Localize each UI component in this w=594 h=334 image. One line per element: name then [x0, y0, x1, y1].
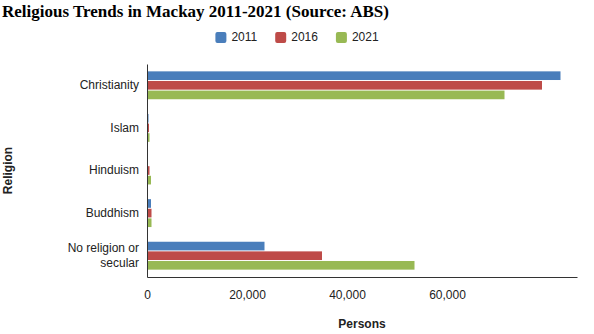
tick-label: Islam: [110, 121, 139, 135]
tick-label: 60,000: [429, 288, 466, 302]
bar: [147, 251, 322, 260]
tick-label: 20,000: [229, 288, 266, 302]
legend-swatch: [215, 32, 226, 43]
axis-title: Religion: [1, 147, 15, 194]
value-axis: 0 20,000 40,000 60,000: [144, 277, 577, 302]
title: Religious Trends in Mackay 2011-2021 (So…: [2, 2, 389, 21]
category-axis: Christianity Islam Hinduism Buddhism No reli…: [68, 65, 148, 278]
tick: 20,000: [229, 277, 266, 302]
legend-item: 2016: [275, 30, 318, 44]
axis-title: Persons: [338, 317, 386, 331]
tick-label: 0: [144, 288, 151, 302]
chart: Religious Trends in Mackay 2011-2021 (So…: [0, 0, 594, 334]
bar: [147, 242, 265, 251]
bar: [147, 261, 415, 270]
bars: [147, 71, 561, 269]
legend-label: 2011: [231, 30, 257, 44]
bar: [147, 91, 505, 100]
tick: No religion orsecular: [68, 241, 139, 269]
tick: Islam: [110, 121, 139, 135]
tick: 40,000: [329, 277, 366, 302]
legend-label: 2021: [352, 30, 379, 44]
tick: 60,000: [429, 277, 466, 302]
axis-line: [148, 277, 578, 278]
bar: [147, 71, 561, 80]
tick-label: Buddhism: [86, 206, 139, 220]
legend-item: 2011: [215, 30, 257, 44]
tick: Buddhism: [86, 206, 139, 220]
legend-label: 2016: [291, 30, 318, 44]
axis-line: [147, 65, 148, 278]
tick-label: Christianity: [80, 78, 139, 92]
tick-label: 40,000: [329, 288, 366, 302]
tick: Christianity: [80, 78, 139, 92]
tick: Hinduism: [89, 163, 139, 177]
legend-item: 2021: [336, 30, 379, 44]
legend-swatch: [336, 32, 347, 43]
legend-swatch: [275, 32, 286, 43]
tick-label: No religion orsecular: [68, 241, 139, 269]
legend: 2011 2016 2021: [215, 30, 379, 44]
tick: 0: [144, 277, 151, 302]
bar: [147, 81, 542, 90]
tick-label: Hinduism: [89, 163, 139, 177]
